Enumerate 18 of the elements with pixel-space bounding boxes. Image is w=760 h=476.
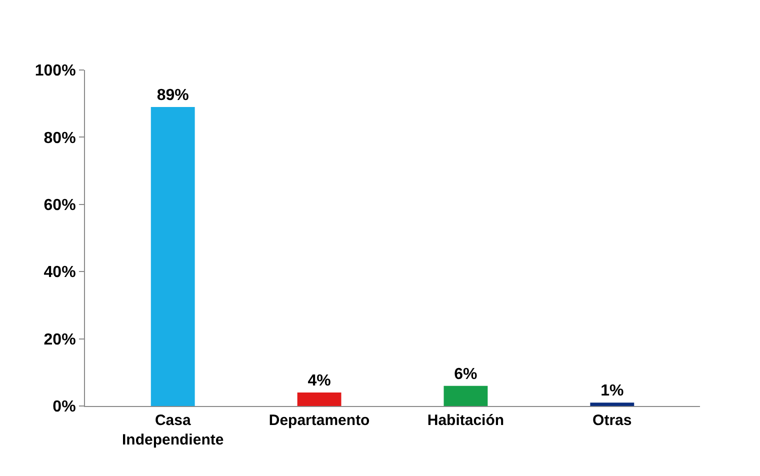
data-label: 6% bbox=[454, 366, 478, 383]
y-tick-label: 0% bbox=[52, 398, 76, 416]
data-label: 4% bbox=[308, 372, 331, 390]
y-tick-label: 100% bbox=[34, 62, 76, 80]
y-tick-label: 40% bbox=[44, 264, 76, 282]
x-tick-label: Otras bbox=[592, 412, 632, 429]
bar bbox=[590, 402, 634, 406]
x-tick-label: Habitación bbox=[427, 412, 504, 429]
bar bbox=[150, 106, 195, 406]
data-label: 89% bbox=[156, 86, 189, 104]
bar bbox=[297, 392, 342, 406]
y-tick-label: 80% bbox=[44, 130, 76, 147]
x-tick-label: Casa Independiente bbox=[122, 412, 224, 448]
y-tick-label: 60% bbox=[44, 197, 76, 214]
y-tick-label: 20% bbox=[44, 331, 76, 348]
x-tick-label: Departamento bbox=[268, 412, 370, 429]
data-label: 1% bbox=[600, 382, 624, 400]
bar bbox=[444, 386, 488, 406]
